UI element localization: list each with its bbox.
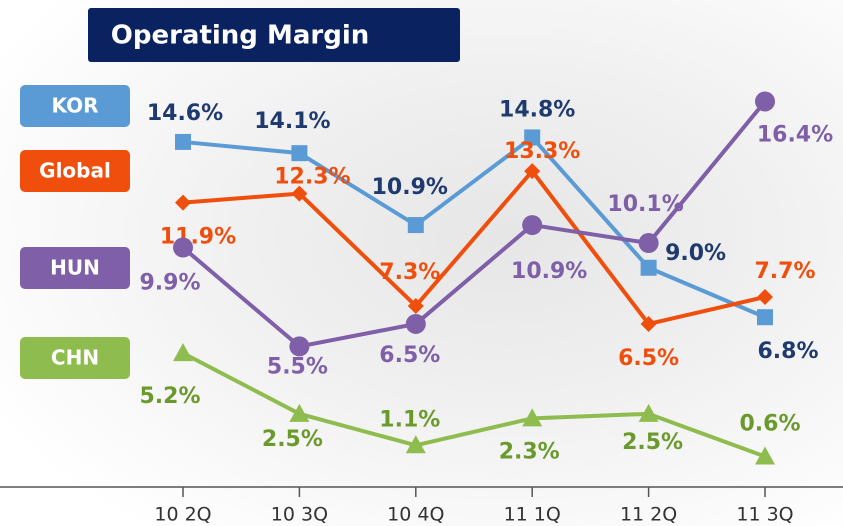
legend-box — [20, 337, 130, 379]
marker — [638, 233, 659, 254]
marker — [524, 163, 541, 180]
x-tick-label: 11 1Q — [504, 504, 561, 526]
data-label: 16.4% — [757, 122, 833, 147]
data-label: 9.0% — [665, 241, 726, 266]
data-label: 6.8% — [757, 339, 818, 364]
data-label: 2.3% — [499, 439, 560, 464]
data-label: 11.9% — [160, 225, 236, 250]
marker — [638, 403, 659, 422]
x-tick-label: 10 4Q — [387, 504, 444, 526]
data-label: 2.5% — [262, 427, 323, 452]
data-label: 0.6% — [739, 412, 800, 437]
data-label: 5.2% — [139, 384, 200, 409]
marker — [405, 435, 426, 454]
data-label: 10.9% — [372, 175, 448, 200]
legend-label: KOR — [51, 94, 98, 118]
marker — [291, 145, 308, 162]
chart-title: Operating Margin — [111, 21, 370, 51]
data-label: 6.5% — [618, 346, 679, 371]
data-label: 9.9% — [139, 271, 200, 296]
marker — [173, 237, 193, 258]
data-label: 1.1% — [379, 407, 440, 432]
data-label: 14.1% — [254, 109, 330, 134]
legend-box — [20, 247, 130, 289]
title-box — [88, 8, 460, 62]
marker — [173, 343, 193, 362]
marker — [755, 91, 775, 112]
legend-box — [20, 85, 130, 127]
data-label: 2.5% — [622, 430, 683, 455]
series-line — [181, 100, 767, 349]
marker — [640, 259, 657, 276]
legend-label: Global — [39, 159, 111, 183]
series-line — [182, 351, 766, 459]
data-label: 13.3% — [504, 139, 580, 164]
marker — [291, 185, 308, 202]
marker — [407, 297, 424, 314]
marker — [757, 309, 773, 326]
marker — [522, 408, 543, 427]
data-label: 12.3% — [274, 165, 350, 190]
legend-label: CHN — [51, 346, 99, 370]
data-label: 10.1% — [607, 192, 683, 217]
marker — [524, 129, 541, 146]
marker — [407, 217, 424, 234]
series-line — [182, 135, 766, 320]
data-label: 14.6% — [147, 101, 223, 126]
legend-box — [20, 150, 130, 192]
data-label: 6.5% — [379, 343, 440, 368]
marker — [755, 446, 775, 465]
data-label: 7.7% — [754, 259, 815, 284]
data-label: 14.8% — [499, 97, 575, 122]
x-tick-label: 11 3Q — [736, 504, 793, 526]
marker — [289, 403, 310, 422]
data-label: 7.3% — [379, 260, 440, 285]
marker — [175, 133, 191, 150]
marker — [757, 288, 773, 305]
marker — [640, 315, 657, 332]
marker — [522, 215, 543, 236]
x-tick-label: 11 2Q — [620, 504, 677, 526]
series-line — [182, 169, 766, 326]
data-label: 5.5% — [267, 354, 328, 379]
data-label: 10.9% — [511, 259, 587, 284]
marker — [405, 313, 426, 334]
x-tick-label: 10 2Q — [154, 504, 211, 526]
marker — [175, 194, 191, 211]
marker — [289, 336, 310, 357]
legend-label: HUN — [50, 256, 100, 280]
x-tick-label: 10 3Q — [271, 504, 328, 526]
